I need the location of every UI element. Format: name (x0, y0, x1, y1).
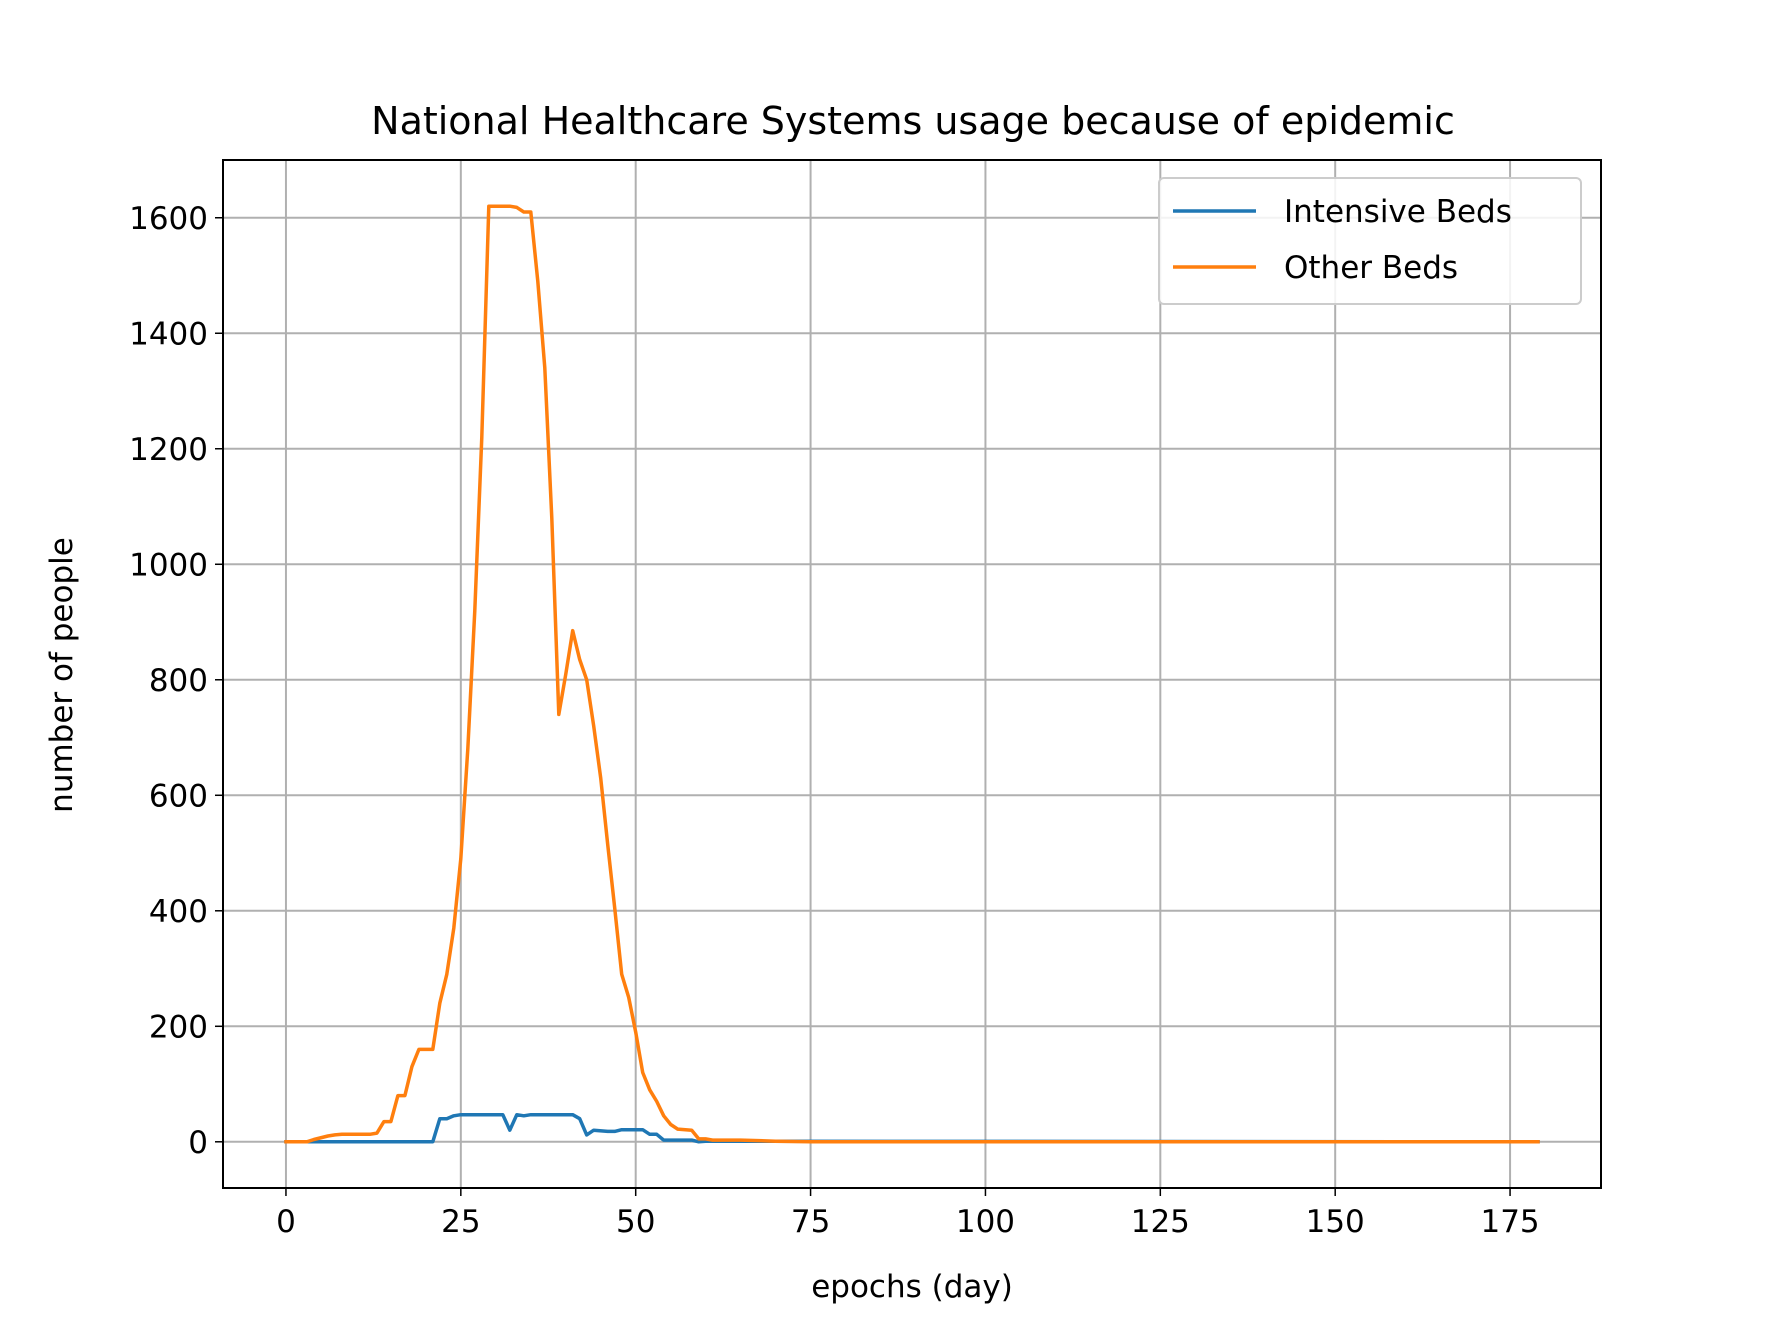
axis-ticks: 0 25 50 75 100 125 150 175 0 200 400 600 800 1000 1200… (129, 201, 1540, 1240)
y-tick-label: 200 (149, 1009, 208, 1045)
series-line-1 (284, 204, 1540, 1144)
plot-frame (222, 159, 1602, 1189)
x-axis-label: epochs (day) (811, 1269, 1013, 1305)
y-tick-label: 1200 (129, 432, 208, 468)
x-tick-label: 50 (616, 1204, 655, 1240)
legend: Intensive Beds Other Beds (1158, 177, 1582, 305)
y-axis-label: number of people (44, 537, 80, 813)
series-lines (284, 204, 1540, 1144)
series-line-0 (284, 1112, 1540, 1144)
y-tick-label: 600 (149, 778, 208, 814)
x-tick-label: 100 (956, 1204, 1015, 1240)
x-tick-label: 25 (441, 1204, 480, 1240)
legend-label: Other Beds (1284, 250, 1458, 286)
y-tick-label: 400 (149, 894, 208, 930)
x-tick-label: 150 (1306, 1204, 1365, 1240)
y-tick-label: 0 (188, 1125, 208, 1161)
y-tick-label: 800 (149, 663, 208, 699)
x-tick-label: 125 (1131, 1204, 1190, 1240)
grid-lines (223, 160, 1601, 1188)
y-tick-label: 1000 (129, 547, 208, 583)
chart-title: National Healthcare Systems usage becaus… (371, 99, 1455, 143)
legend-label: Intensive Beds (1284, 194, 1512, 230)
x-tick-label: 175 (1480, 1204, 1539, 1240)
x-tick-label: 75 (791, 1204, 830, 1240)
plot-area (223, 160, 1601, 1188)
x-tick-label: 0 (276, 1204, 296, 1240)
y-tick-label: 1600 (129, 201, 208, 237)
y-tick-label: 1400 (129, 316, 208, 352)
legend-box (1158, 177, 1582, 305)
